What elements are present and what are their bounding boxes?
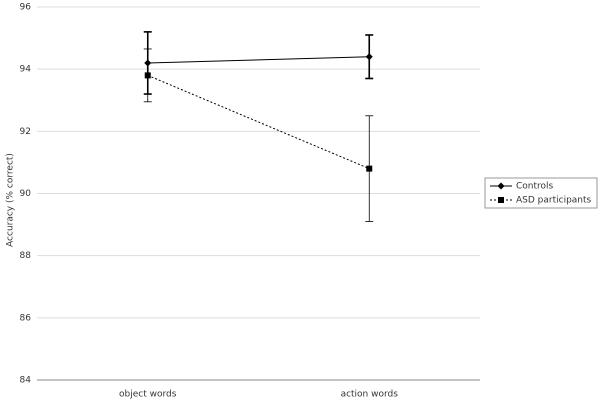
legend-label: ASD participants bbox=[516, 196, 592, 206]
series-line bbox=[147, 56, 370, 64]
y-tick-label: 96 bbox=[20, 3, 32, 13]
marker bbox=[144, 72, 151, 79]
marker bbox=[366, 165, 373, 172]
legend-marker bbox=[497, 182, 505, 190]
legend-label: Controls bbox=[516, 182, 554, 192]
y-tick-label: 90 bbox=[20, 189, 32, 199]
y-tick-label: 84 bbox=[20, 376, 32, 386]
marker bbox=[365, 53, 373, 61]
x-tick-label: action words bbox=[341, 390, 399, 400]
y-tick-label: 94 bbox=[20, 65, 32, 75]
x-tick-label: object words bbox=[119, 390, 177, 400]
y-tick-label: 92 bbox=[20, 127, 31, 137]
y-axis-label: Accuracy (% correct) bbox=[6, 153, 16, 247]
series-line bbox=[147, 74, 370, 170]
legend-marker bbox=[498, 197, 504, 203]
y-tick-label: 86 bbox=[20, 313, 32, 323]
y-tick-label: 88 bbox=[20, 251, 32, 261]
